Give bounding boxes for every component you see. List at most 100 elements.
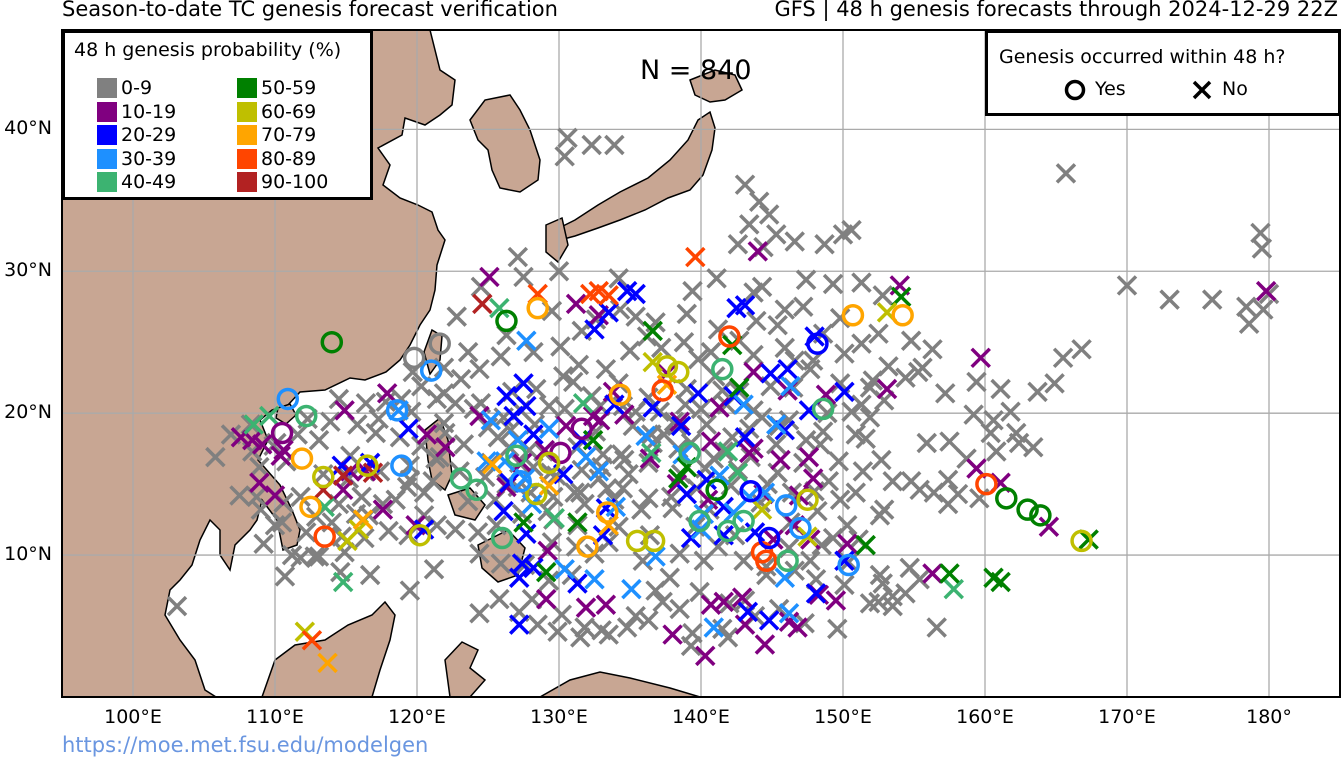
no-genesis-marker <box>449 461 470 482</box>
no-genesis-marker <box>672 444 693 465</box>
no-genesis-marker <box>270 445 291 466</box>
no-genesis-marker <box>642 397 663 418</box>
no-genesis-marker <box>743 400 764 421</box>
genesis-marker <box>755 549 778 573</box>
no-genesis-marker <box>687 349 709 370</box>
probability-legend: 48 h genesis probability (%) 0-9 10-19 20-… <box>62 30 373 200</box>
no-genesis-marker <box>1006 422 1027 444</box>
genesis-marker <box>688 509 711 533</box>
no-genesis-marker <box>731 587 753 608</box>
no-genesis-marker <box>990 378 1011 400</box>
no-genesis-marker <box>793 296 814 317</box>
no-genesis-marker <box>800 550 821 571</box>
no-genesis-marker <box>737 601 759 623</box>
no-genesis-marker <box>523 557 544 579</box>
no-genesis-marker <box>450 368 472 390</box>
no-genesis-marker <box>872 573 893 594</box>
no-genesis-marker <box>751 499 773 520</box>
no-genesis-marker <box>290 547 311 569</box>
no-genesis-marker <box>547 621 568 642</box>
lon-tick-label: 160°E <box>956 706 1014 728</box>
color-swatch <box>237 125 257 145</box>
no-genesis-marker <box>416 424 438 445</box>
genesis-marker <box>716 519 740 543</box>
no-genesis-marker <box>669 543 690 564</box>
probability-bin-label: 20-29 <box>121 124 177 146</box>
new-guinea-island <box>538 671 701 697</box>
no-genesis-marker <box>426 515 448 536</box>
no-genesis-marker <box>332 465 354 486</box>
probability-bin-label: 30-39 <box>121 147 177 170</box>
probability-legend-title: 48 h genesis probability (%) <box>74 39 342 61</box>
no-genesis-marker <box>943 578 964 600</box>
no-genesis-marker <box>489 297 510 319</box>
genesis-marker <box>678 441 701 465</box>
genesis-marker <box>294 404 318 428</box>
no-genesis-marker <box>795 429 817 451</box>
no-genesis-marker <box>986 441 1007 462</box>
no-genesis-marker <box>271 512 293 533</box>
no-genesis-marker <box>1201 289 1223 310</box>
no-genesis-marker <box>743 438 764 459</box>
no-genesis-marker <box>264 485 286 506</box>
no-genesis-marker <box>166 595 188 617</box>
no-genesis-marker <box>939 563 960 584</box>
genesis-marker <box>1029 504 1052 527</box>
genesis-marker <box>667 360 690 384</box>
no-genesis-marker <box>638 488 659 509</box>
genesis-marker <box>356 454 379 477</box>
no-genesis-marker <box>676 303 698 325</box>
no-genesis-marker <box>697 489 719 510</box>
genesis-marker <box>608 383 632 406</box>
no-genesis-marker <box>376 383 398 404</box>
no-genesis-marker <box>719 593 740 614</box>
no-genesis-marker <box>758 204 780 225</box>
no-genesis-marker <box>612 478 634 499</box>
no-genesis-marker <box>682 280 703 302</box>
no-genesis-marker <box>727 234 749 255</box>
source-url[interactable]: https://moe.met.fsu.edu/modelgen <box>62 733 429 757</box>
no-genesis-marker <box>837 533 858 554</box>
no-genesis-marker <box>935 383 956 404</box>
no-genesis-marker <box>635 425 656 447</box>
no-genesis-marker <box>712 380 733 401</box>
no-genesis-marker <box>685 246 706 268</box>
genesis-marker <box>718 325 741 348</box>
no-genesis-marker <box>970 347 991 369</box>
no-genesis-marker <box>469 543 490 564</box>
no-genesis-marker <box>1052 347 1074 369</box>
no-genesis-marker <box>1055 163 1077 184</box>
lat-tick-label: 20°N <box>4 401 52 424</box>
genesis-marker <box>757 526 781 550</box>
x-icon <box>1192 80 1212 100</box>
no-genesis-marker <box>611 444 632 465</box>
no-genesis-marker <box>811 534 832 556</box>
no-genesis-marker <box>469 603 490 624</box>
no-genesis-marker <box>841 219 862 241</box>
no-genesis-marker <box>618 463 639 485</box>
color-swatch <box>97 125 117 145</box>
no-genesis-marker <box>990 571 1011 593</box>
no-genesis-marker <box>795 269 817 291</box>
no-genesis-marker <box>729 377 750 398</box>
no-genesis-marker <box>766 224 787 245</box>
genesis-marker <box>739 479 762 503</box>
genesis-legend-title: Genesis occurred within 48 h? <box>999 46 1286 68</box>
genesis-marker <box>312 465 335 489</box>
lon-tick-label: 180° <box>1246 706 1292 728</box>
no-genesis-marker <box>372 493 394 515</box>
no-genesis-marker <box>469 358 490 380</box>
no-genesis-marker <box>723 502 744 523</box>
color-swatch <box>97 172 117 192</box>
genesis-marker <box>837 553 860 577</box>
no-genesis-marker <box>253 533 274 554</box>
no-genesis-marker <box>1044 373 1065 394</box>
no-genesis-marker <box>351 486 372 508</box>
genesis-marker <box>705 478 728 502</box>
no-genesis-marker <box>469 405 490 427</box>
no-genesis-marker <box>338 468 360 489</box>
genesis-marker <box>774 494 798 517</box>
no-genesis-marker <box>1236 296 1257 317</box>
no-genesis-marker <box>713 591 734 613</box>
map-border <box>61 29 1341 698</box>
